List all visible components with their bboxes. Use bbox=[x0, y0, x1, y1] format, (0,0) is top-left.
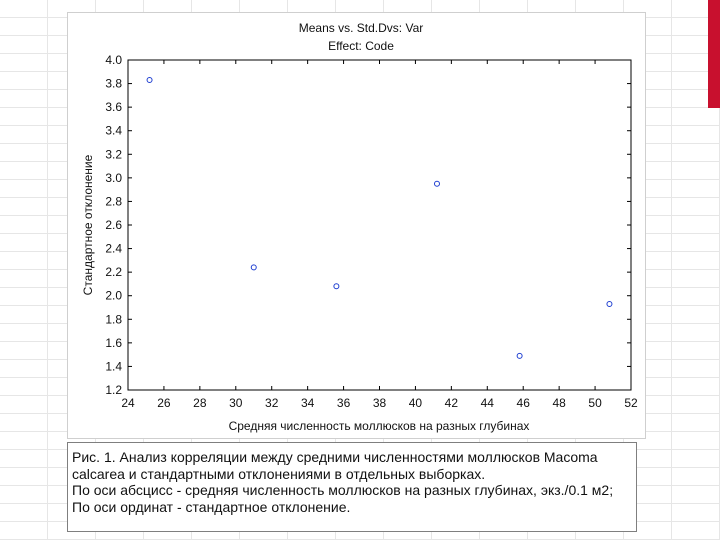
x-tick-label: 30 bbox=[229, 396, 243, 410]
caption-line-1: Рис. 1. Анализ корреляции между средними… bbox=[72, 449, 598, 465]
y-tick-label: 2.0 bbox=[105, 289, 122, 303]
y-tick-label: 1.6 bbox=[105, 336, 122, 350]
data-point bbox=[250, 264, 257, 271]
y-tick-label: 2.2 bbox=[105, 265, 122, 279]
caption-line-2: calcarea и стандартными отклонениями в о… bbox=[72, 465, 486, 482]
data-points bbox=[146, 77, 613, 359]
chart-subtitle: Effect: Code bbox=[328, 39, 394, 53]
y-tick-label: 3.0 bbox=[105, 171, 122, 185]
y-tick-label: 1.8 bbox=[105, 312, 122, 326]
x-tick-label: 42 bbox=[445, 396, 459, 410]
chart-panel: Means vs. Std.Dvs: Var Effect: Code 4.0 3… bbox=[67, 12, 646, 439]
y-tick-label: 2.8 bbox=[105, 194, 122, 208]
x-tick-label: 24 bbox=[121, 396, 135, 410]
x-tick-label: 26 bbox=[157, 396, 171, 410]
chart-title: Means vs. Std.Dvs: Var bbox=[299, 21, 423, 35]
data-point bbox=[433, 180, 440, 187]
x-tick-label: 40 bbox=[409, 396, 423, 410]
y-tick-label: 3.6 bbox=[105, 100, 122, 114]
data-point bbox=[516, 352, 523, 359]
figure-caption: Рис. 1. Анализ корреляции между средними… bbox=[67, 442, 637, 532]
x-axis: 24 26 28 30 32 34 36 38 40 42 44 46 48 50 52 bbox=[121, 60, 638, 410]
x-tick-label: 44 bbox=[481, 396, 495, 410]
x-tick-label: 36 bbox=[337, 396, 351, 410]
accent-bar bbox=[708, 0, 720, 108]
y-tick-label: 2.4 bbox=[105, 242, 122, 256]
y-tick-label: 3.2 bbox=[105, 147, 122, 161]
caption-line-3: По оси абсцисс - средняя численность мол… bbox=[72, 482, 614, 498]
x-tick-label: 48 bbox=[552, 396, 566, 410]
y-tick-label: 4.0 bbox=[105, 53, 122, 67]
scatter-chart: Means vs. Std.Dvs: Var Effect: Code 4.0 3… bbox=[81, 21, 638, 433]
caption-line-4: По оси ординат - стандартное отклонение. bbox=[72, 498, 351, 515]
y-tick-label: 3.8 bbox=[105, 77, 122, 91]
x-tick-label: 52 bbox=[624, 396, 638, 410]
x-axis-label: Средняя численность моллюсков на разных … bbox=[229, 419, 530, 433]
x-tick-label: 32 bbox=[265, 396, 279, 410]
x-tick-label: 46 bbox=[517, 396, 531, 410]
y-tick-label: 1.2 bbox=[105, 383, 122, 397]
x-tick-label: 34 bbox=[301, 396, 315, 410]
data-point bbox=[606, 300, 613, 307]
y-axis-label: Стандартное отклонение bbox=[81, 154, 95, 295]
x-tick-label: 28 bbox=[193, 396, 207, 410]
y-axis: 4.0 3.8 3.6 3.4 3.2 3.0 2.8 2.6 2.4 2.2 2.0 1.8 1.6 1… bbox=[105, 53, 631, 397]
data-point bbox=[333, 283, 340, 290]
y-tick-label: 2.6 bbox=[105, 218, 122, 232]
y-tick-label: 3.4 bbox=[105, 124, 122, 138]
data-point bbox=[146, 77, 153, 84]
x-tick-label: 50 bbox=[588, 396, 602, 410]
x-tick-label: 38 bbox=[373, 396, 387, 410]
y-tick-label: 1.4 bbox=[105, 359, 122, 373]
plot-area bbox=[127, 59, 632, 391]
